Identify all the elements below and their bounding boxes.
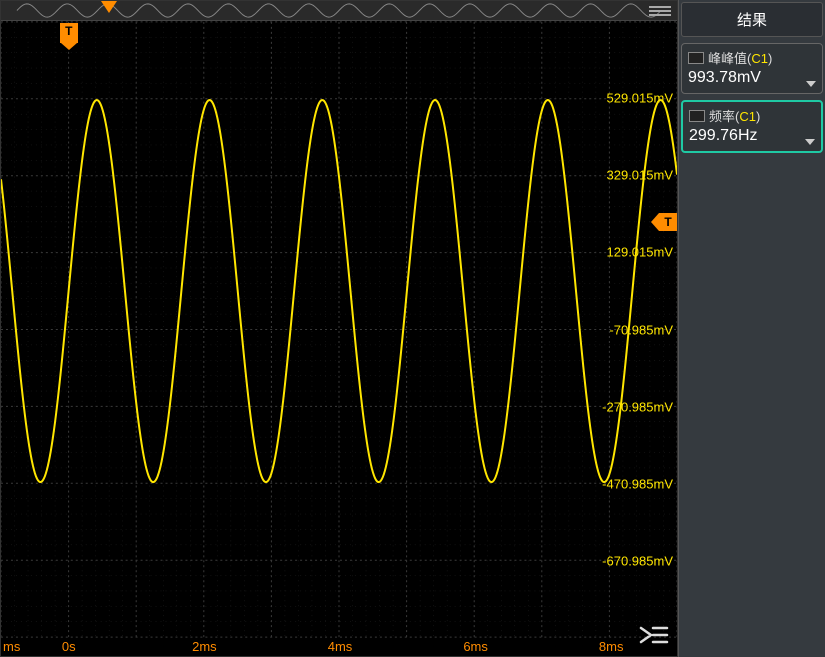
waveform-graticule[interactable]	[1, 21, 677, 638]
x-axis-label: 4ms	[328, 639, 353, 654]
y-axis-label: -470.985mV	[602, 476, 673, 491]
x-axis-label: 2ms	[192, 639, 217, 654]
measurement-title: 频率(C1)	[689, 106, 815, 125]
trigger-level-marker[interactable]: T	[659, 213, 677, 231]
y-axis-label: 529.015mV	[607, 91, 674, 106]
results-panel: 结果 峰峰值(C1) 993.78mV 频率(C1) 299.76Hz	[678, 0, 825, 657]
channel-label: C1	[739, 109, 756, 124]
y-axis-label: 129.015mV	[607, 245, 674, 260]
chevron-down-icon[interactable]	[805, 139, 815, 145]
y-axis-label: -70.985mV	[609, 322, 673, 337]
y-axis-label: -670.985mV	[602, 553, 673, 568]
x-axis-label: 0s	[62, 639, 76, 654]
measurement-value: 299.76Hz	[689, 127, 815, 145]
results-header: 结果	[681, 2, 823, 37]
x-axis-label: 6ms	[463, 639, 488, 654]
trigger-time-marker[interactable]: T	[60, 23, 78, 43]
measurement-value: 993.78mV	[688, 69, 816, 87]
channel-label: C1	[751, 51, 768, 66]
measurement-list: 峰峰值(C1) 993.78mV 频率(C1) 299.76Hz	[681, 43, 823, 153]
trigger-label: T	[65, 24, 72, 38]
expand-icon[interactable]	[639, 624, 669, 646]
y-axis-label: 329.015mV	[607, 168, 674, 183]
overview-trigger-marker[interactable]	[101, 1, 117, 13]
trigger-label-side: T	[664, 215, 671, 229]
measurement-label: 频率(C1)	[709, 106, 760, 125]
x-axis-label: 8ms	[599, 639, 624, 654]
x-axis-label: ms	[3, 639, 20, 654]
chevron-down-icon[interactable]	[806, 81, 816, 87]
measurement-card[interactable]: 频率(C1) 299.76Hz	[681, 100, 823, 153]
menu-icon[interactable]	[649, 4, 671, 18]
y-axis-label: -270.985mV	[602, 399, 673, 414]
measurement-icon	[688, 52, 704, 64]
measurement-label: 峰峰值(C1)	[708, 48, 772, 67]
measurement-title: 峰峰值(C1)	[688, 48, 816, 67]
measurement-card[interactable]: 峰峰值(C1) 993.78mV	[681, 43, 823, 94]
measurement-icon	[689, 110, 705, 122]
overview-strip[interactable]	[1, 1, 677, 21]
oscilloscope-display: T T 529.015mV 329.015mV 129.015mV -70.985mV…	[0, 0, 678, 657]
